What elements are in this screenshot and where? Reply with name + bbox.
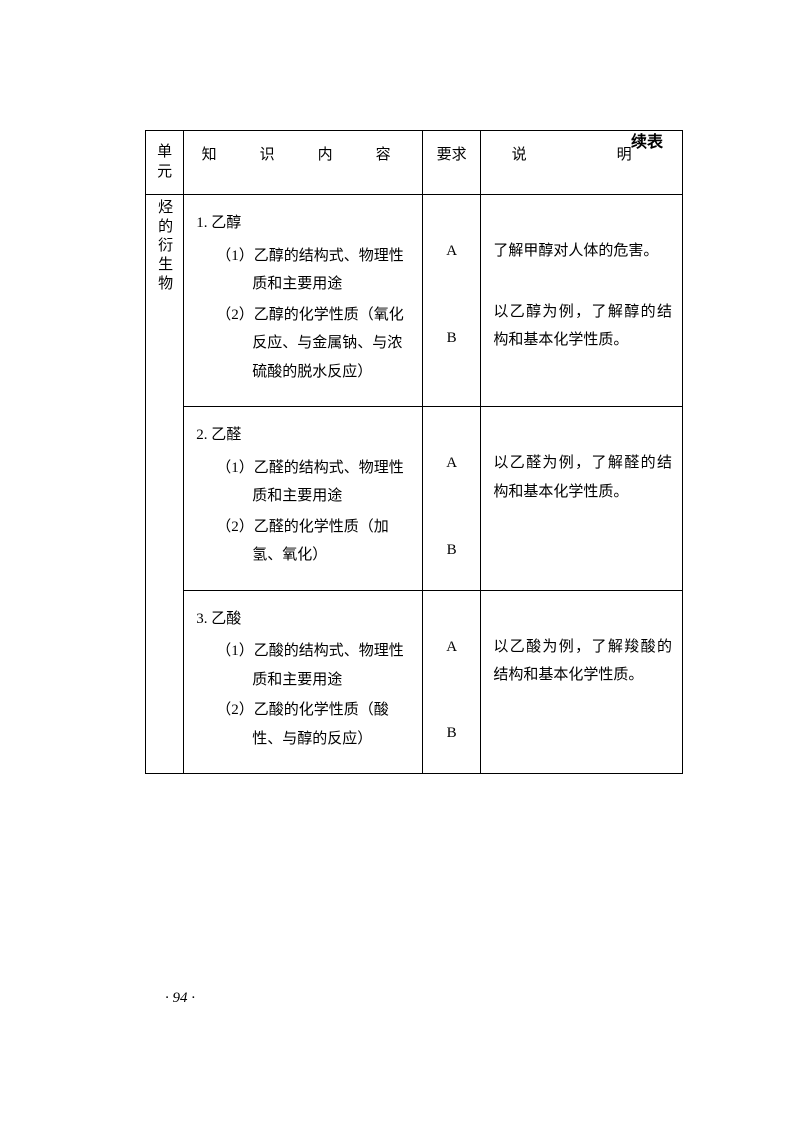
req-cell-2: A B [422, 407, 480, 591]
content-cell-2: 2. 乙醛 （1）乙醛的结构式、物理性质和主要用途 （2）乙醛的化学性质（加氢、… [184, 407, 423, 591]
req-cell-1: A B [422, 195, 480, 407]
sub-item: （2）乙酸的化学性质（酸性、与醇的反应） [232, 696, 412, 753]
note-text: 以乙醇为例，了解醇的结构和基本化学性质。 [493, 298, 672, 355]
sub-item: （2）乙醇的化学性质（氧化反应、与金属钠、与浓硫酸的脱水反应） [232, 301, 412, 387]
header-unit: 单元 [146, 131, 184, 195]
note-cell-1: 了解甲醇对人体的危害。 以乙醇为例，了解醇的结构和基本化学性质。 [481, 195, 683, 407]
continued-label: 续表 [631, 128, 663, 152]
sub-item: （1）乙醛的结构式、物理性质和主要用途 [232, 454, 412, 511]
note-text: 以乙酸为例，了解羧酸的结构和基本化学性质。 [493, 633, 672, 690]
sub-item: （2）乙醛的化学性质（加氢、氧化） [232, 513, 412, 570]
unit-cell: 烃的衍生物 [146, 195, 184, 774]
section-title: 1. 乙醇 [196, 209, 412, 238]
sub-item: （1）乙酸的结构式、物理性质和主要用途 [232, 637, 412, 694]
section-title: 3. 乙酸 [196, 605, 412, 634]
note-text: 了解甲醇对人体的危害。 [493, 237, 672, 266]
section-title: 2. 乙醛 [196, 421, 412, 450]
table-row: 2. 乙醛 （1）乙醛的结构式、物理性质和主要用途 （2）乙醛的化学性质（加氢、… [146, 407, 683, 591]
header-row: 单元 知 识 内 容 要求 说 明 [146, 131, 683, 195]
header-content: 知 识 内 容 [184, 131, 423, 195]
page-number: · 94 · [165, 990, 195, 1007]
table-row: 烃的衍生物 1. 乙醇 （1）乙醇的结构式、物理性质和主要用途 （2）乙醇的化学… [146, 195, 683, 407]
unit-label: 烃的衍生物 [154, 199, 175, 294]
note-cell-2: 以乙醛为例，了解醛的结构和基本化学性质。 [481, 407, 683, 591]
sub-item: （1）乙醇的结构式、物理性质和主要用途 [232, 242, 412, 299]
note-cell-3: 以乙酸为例，了解羧酸的结构和基本化学性质。 [481, 590, 683, 774]
table-row: 3. 乙酸 （1）乙酸的结构式、物理性质和主要用途 （2）乙酸的化学性质（酸性、… [146, 590, 683, 774]
curriculum-table: 单元 知 识 内 容 要求 说 明 烃的衍生物 1. 乙醇 （1）乙醇的结构式、… [145, 130, 683, 774]
note-text: 以乙醛为例，了解醛的结构和基本化学性质。 [493, 449, 672, 506]
header-requirement: 要求 [422, 131, 480, 195]
content-cell-3: 3. 乙酸 （1）乙酸的结构式、物理性质和主要用途 （2）乙酸的化学性质（酸性、… [184, 590, 423, 774]
req-cell-3: A B [422, 590, 480, 774]
content-cell-1: 1. 乙醇 （1）乙醇的结构式、物理性质和主要用途 （2）乙醇的化学性质（氧化反… [184, 195, 423, 407]
